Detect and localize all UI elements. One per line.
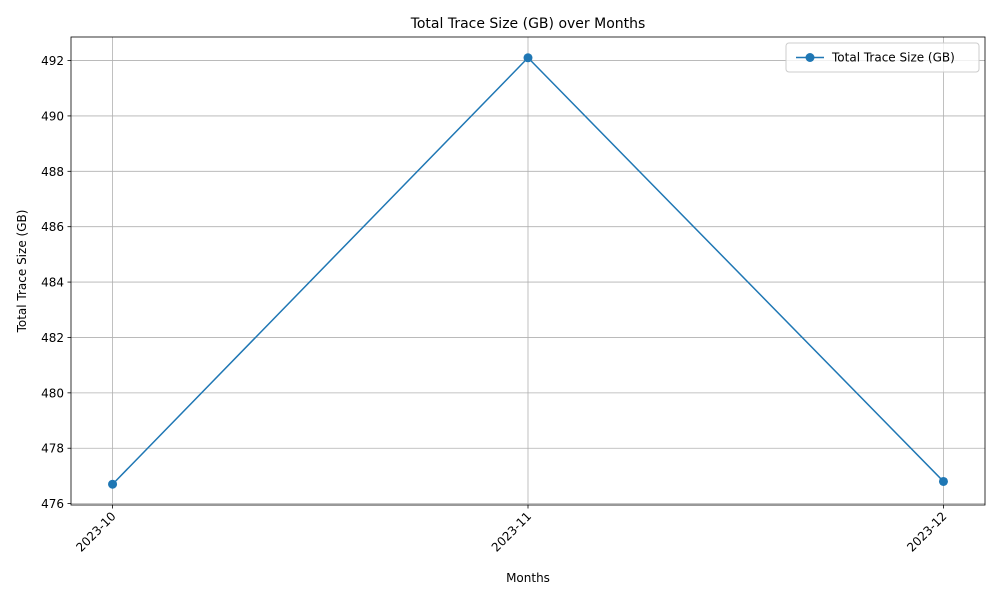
x-axis-label: Months <box>506 571 550 585</box>
x-tick-label: 2023-10 <box>73 509 118 554</box>
data-point <box>938 476 948 486</box>
legend-marker-swatch <box>805 53 815 62</box>
y-axis-label: Total Trace Size (GB) <box>15 210 29 334</box>
legend-entry-label: Total Trace Size (GB) <box>831 51 955 65</box>
y-tick-label: 482 <box>41 331 64 345</box>
x-tick-label: 2023-12 <box>904 509 949 554</box>
grid <box>71 37 985 505</box>
series-layer <box>108 53 948 489</box>
legend-box <box>785 42 980 73</box>
plot-frame <box>70 36 986 506</box>
y-tick-label: 484 <box>41 276 64 290</box>
legend: Total Trace Size (GB) <box>785 42 980 73</box>
y-tick-label: 492 <box>41 54 64 68</box>
y-tick-label: 488 <box>41 165 64 179</box>
tick-labels: 476 478 480 482 484 486 488 490 492 2023-10 2023-1… <box>41 54 949 555</box>
data-point <box>108 479 118 489</box>
chart-title: Total Trace Size (GB) over Months <box>410 16 646 32</box>
y-tick-label: 476 <box>41 497 64 511</box>
y-tick-label: 486 <box>41 220 64 234</box>
axes <box>67 36 986 509</box>
y-tick-label: 490 <box>41 109 64 123</box>
data-point <box>523 53 533 63</box>
y-tick-label: 478 <box>41 442 64 456</box>
x-tick-label: 2023-11 <box>489 509 534 554</box>
y-tick-label: 480 <box>41 386 64 400</box>
